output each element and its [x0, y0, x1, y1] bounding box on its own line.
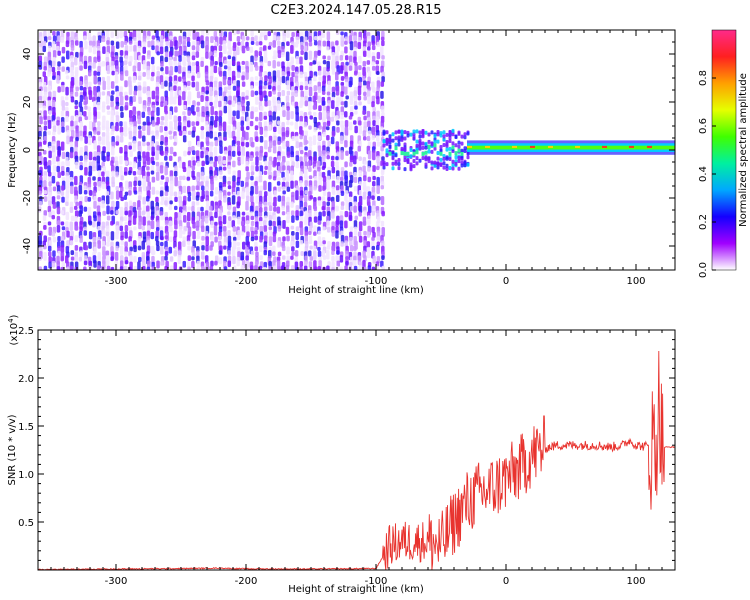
- snr-x-tick-label: 100: [626, 576, 645, 587]
- narrow-band-core: [467, 145, 675, 150]
- snr-y-tick-label: 0.5: [18, 518, 34, 529]
- snr-y-tick-label: 2.5: [18, 326, 34, 337]
- snr-y-tick-label: 1.0: [18, 470, 34, 481]
- colorbar-tick-label: 0.2: [698, 214, 709, 230]
- snr-x-tick-label: 0: [503, 576, 509, 587]
- colorbar-label: Normalized spectral amplitude: [738, 73, 749, 227]
- colorbar-gradient: [711, 29, 737, 271]
- figure-title: C2E3.2024.147.05.28.R15: [270, 3, 441, 18]
- spectrogram-y-tick-label: 0: [22, 147, 33, 153]
- snr-axis-ticks: -300 -200 -100 0 100 0.5 1.0 1.5 2.0 2.5: [18, 326, 676, 587]
- colorbar: 0.0 0.2 0.4 0.6 0.8 Normalized spectral ampl…: [698, 29, 749, 278]
- snr-chart: -300 -200 -100 0 100 0.5 1.0 1.5 2.0 2.5 Height o…: [7, 314, 676, 595]
- snr-frame: [37, 329, 676, 571]
- spectrogram-y-axis-label: Frequency (Hz): [7, 112, 18, 188]
- snr-x-tick-label: -100: [365, 576, 388, 587]
- spectrogram-cells: [38, 30, 675, 270]
- spectrogram-y-tick-label: 40: [22, 48, 33, 61]
- spectrogram-x-tick-label: 100: [626, 276, 645, 287]
- snr-x-tick-label: -200: [235, 576, 258, 587]
- snr-x-tick-label: -300: [105, 576, 128, 587]
- colorbar-tick-label: 0.4: [698, 166, 709, 182]
- snr-plot-area: [38, 350, 675, 570]
- snr-series-line: [38, 350, 675, 570]
- spectrogram-plot-area: [38, 30, 675, 270]
- colorbar-tick-label: 0.8: [698, 70, 709, 86]
- snr-x-axis-label: Height of straight line (km): [288, 584, 424, 595]
- colorbar-ticks: 0.0 0.2 0.4 0.6 0.8: [698, 70, 716, 278]
- spectrogram-x-axis-label: Height of straight line (km): [288, 285, 424, 296]
- spectrogram-x-tick-label: -200: [235, 276, 258, 287]
- snr-y-axis-label: SNR (10 * v/v): [7, 414, 18, 485]
- colorbar-tick-label: 0.0: [698, 262, 709, 278]
- spectrogram-x-tick-label: -100: [365, 276, 388, 287]
- colorbar-tick-label: 0.6: [698, 118, 709, 134]
- spectrogram-y-tick-label: -20: [22, 190, 33, 206]
- spectrogram-x-tick-label: -300: [105, 276, 128, 287]
- snr-y-tick-label: 1.5: [18, 422, 34, 433]
- spectrogram-y-tick-label: 20: [22, 96, 33, 109]
- spectrogram-y-tick-label: -40: [22, 238, 33, 254]
- spectrogram-x-tick-label: 0: [503, 276, 509, 287]
- snr-y-tick-label: 2.0: [18, 374, 34, 385]
- snr-y-multiplier: (x104): [7, 314, 20, 345]
